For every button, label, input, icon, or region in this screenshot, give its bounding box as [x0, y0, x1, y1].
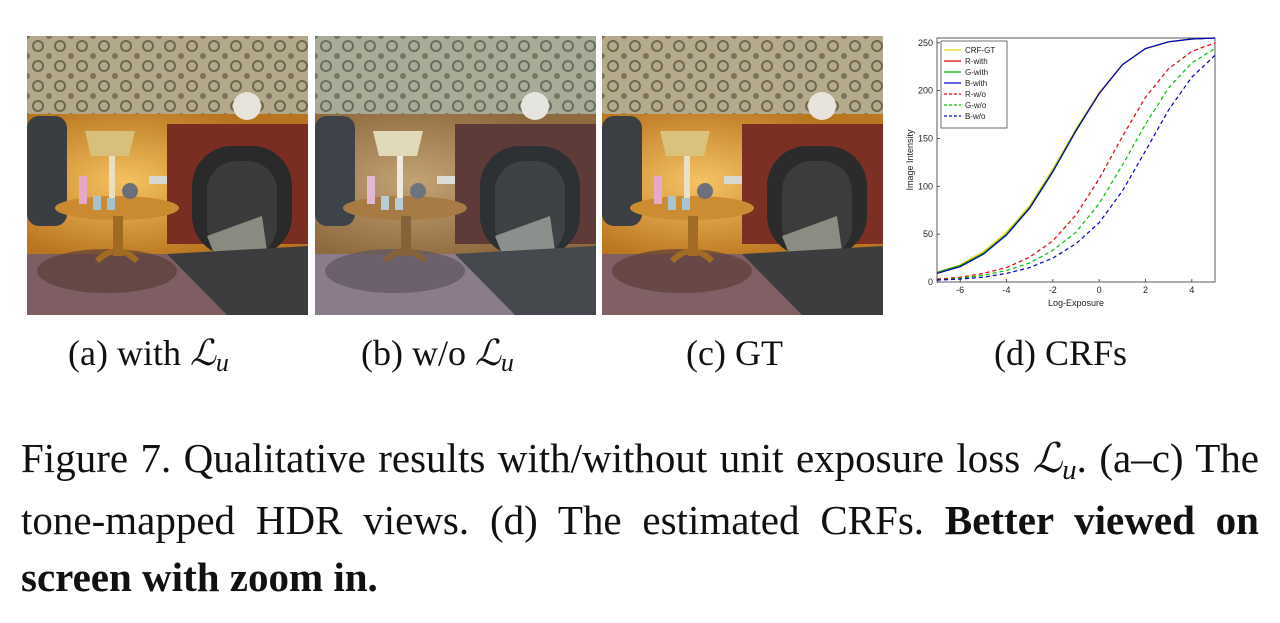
- subcaption-a-text: (a) with: [68, 333, 190, 373]
- y-tick-label: 250: [918, 38, 933, 48]
- room-scene-ground-truth: [602, 36, 883, 315]
- subcaption-b-subscript: u: [500, 348, 514, 377]
- x-tick-label: -6: [956, 285, 964, 295]
- series-line-7: [936, 54, 1216, 281]
- legend-label-1: CRF-GT: [965, 46, 995, 55]
- subcaption-a-subscript: u: [215, 348, 229, 377]
- subcaption-c-text: (c) GT: [686, 333, 783, 373]
- image-with-lu: [27, 36, 308, 315]
- caption-math-subscript: u: [1062, 454, 1077, 486]
- image-ground-truth: [602, 36, 883, 315]
- caption-text-2: (a–c) The tone-mapped HDR views. (d) The…: [21, 435, 1259, 543]
- x-tick-label: -4: [1002, 285, 1010, 295]
- figure-caption: Figure 7. Qualitative results with/witho…: [21, 430, 1259, 606]
- subcaption-a-math: ℒ: [189, 333, 216, 374]
- caption-period: .: [1076, 435, 1087, 481]
- y-tick-label: 150: [918, 133, 933, 143]
- series-line-5: [936, 42, 1216, 280]
- room-scene-with-lu: [27, 36, 308, 315]
- x-tick-label: 0: [1097, 285, 1102, 295]
- x-axis-label: Log-Exposure: [1048, 298, 1104, 308]
- x-tick-label: 2: [1143, 285, 1148, 295]
- series-line-4: [936, 37, 1216, 274]
- subcaption-b-math: ℒ: [474, 333, 501, 374]
- x-tick-label: 4: [1189, 285, 1194, 295]
- crf-chart-svg: -6 -4 -2 0 2 4 0 50 100 150 200 250 Log-Exposure Imag…: [905, 37, 1216, 308]
- caption-bold-text: Better viewed on screen with zoom in.: [21, 497, 1259, 600]
- legend-label-7: B-w/o: [965, 112, 986, 121]
- subcaption-b: (b) w/o ℒu: [361, 332, 514, 377]
- subcaption-c: (c) GT: [686, 332, 783, 374]
- x-tick-label: -2: [1049, 285, 1057, 295]
- y-tick-label: 100: [918, 181, 933, 191]
- legend-box: [940, 40, 1008, 129]
- subcaption-d: (d) CRFs: [994, 332, 1127, 374]
- y-tick-label: 200: [918, 86, 933, 96]
- plot-frame: [936, 37, 1216, 283]
- legend-label-3: G-with: [965, 68, 988, 77]
- caption-text-1: Figure 7. Qualitative results with/witho…: [21, 435, 1033, 481]
- subcaption-a: (a) with ℒu: [68, 332, 229, 377]
- subcaption-d-text: (d) CRFs: [994, 333, 1128, 373]
- y-tick-label: 50: [923, 229, 933, 239]
- y-axis-label: Image Intensity: [905, 129, 915, 191]
- legend-label-4: B-with: [965, 79, 987, 88]
- image-without-lu: [315, 36, 596, 315]
- subcaption-b-text: (b) w/o: [361, 333, 475, 373]
- legend-label-5: R-w/o: [965, 90, 986, 99]
- y-tick-label: 0: [928, 277, 933, 287]
- legend-label-6: G-w/o: [965, 101, 987, 110]
- legend-label-2: R-with: [965, 57, 988, 66]
- series-line-6: [936, 47, 1216, 281]
- room-scene-without-lu: [315, 36, 596, 315]
- caption-math: ℒ: [1032, 434, 1063, 482]
- crf-chart: -6 -4 -2 0 2 4 0 50 100 150 200 250 Log-Exposure Imag…: [905, 30, 1220, 320]
